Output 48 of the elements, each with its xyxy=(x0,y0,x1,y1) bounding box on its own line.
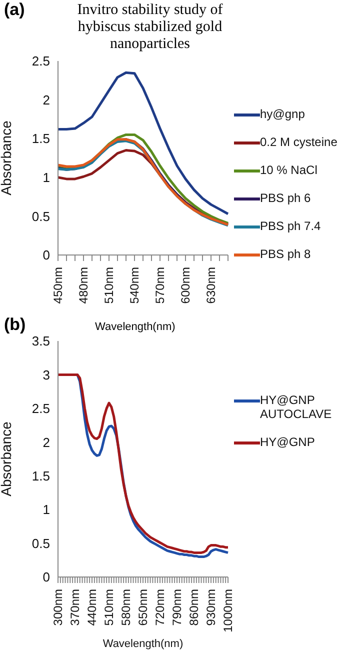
x-tick-label: 630nm xyxy=(204,267,218,304)
y-tick-label: 3.5 xyxy=(32,334,50,349)
x-tick-label: 650nm xyxy=(136,589,150,626)
x-tick-label: 440nm xyxy=(85,589,99,626)
y-tick-label: 0 xyxy=(42,248,50,263)
x-tick-label: 580nm xyxy=(119,589,133,626)
x-tick-label: 570nm xyxy=(153,267,167,304)
y-tick-label: 2 xyxy=(42,434,50,450)
x-tick-label: 930nm xyxy=(204,589,218,626)
legend-label: HY@GNP xyxy=(260,435,315,449)
chart-title: Wavelength(nm) xyxy=(95,320,176,333)
x-axis-title: Wavelength(nm) xyxy=(102,638,184,650)
x-tick-label: 860nm xyxy=(187,589,201,626)
x-tick-label: 450nm xyxy=(51,267,65,304)
y-tick-label: 2 xyxy=(42,92,50,108)
legend-label: PBS ph 7.4 xyxy=(260,219,321,233)
x-tick-label: 510nm xyxy=(102,589,116,626)
x-tick-label: 480nm xyxy=(76,267,90,304)
y-tick-label: 1 xyxy=(42,170,50,186)
y-tick-label: 0.5 xyxy=(32,208,50,224)
y-tick-label: 0 xyxy=(42,570,50,585)
y-tick-label: 2.5 xyxy=(32,54,50,69)
x-tick-label: 600nm xyxy=(178,267,192,304)
line-series xyxy=(56,71,230,216)
x-tick-label: 540nm xyxy=(128,267,142,304)
legend-label: PBS ph 6 xyxy=(260,191,311,205)
legend-label: hy@gnp xyxy=(260,107,305,121)
y-tick-label: 2.5 xyxy=(32,401,50,416)
chart-title: Invitro stability study of hybiscus stabilized gold nanoparticles xyxy=(76,1,224,53)
y-tick-label: 3 xyxy=(42,367,50,382)
y-tick-label: 1 xyxy=(42,502,50,518)
legend-label: 10 % NaCl xyxy=(260,163,318,177)
x-tick-label: 300nm xyxy=(51,589,65,626)
text: (b) xyxy=(4,315,26,335)
x-tick-label: 510nm xyxy=(102,267,116,304)
y-axis-title: Absorbance xyxy=(0,120,14,196)
legend-label: HY@GNP AUTOCLAVE xyxy=(260,393,333,421)
x-tick-label: 720nm xyxy=(153,589,167,626)
y-tick-label: 1.5 xyxy=(32,468,50,484)
legend-label: 0.2 M cysteine xyxy=(260,135,338,149)
x-tick-label: 790nm xyxy=(170,589,184,626)
y-tick-label: 1.5 xyxy=(32,131,50,146)
y-tick-label: 0.5 xyxy=(32,536,50,551)
x-tick-label: 370nm xyxy=(68,589,82,626)
legend-label: PBS ph 8 xyxy=(260,247,311,261)
x-tick-label: 1000nm xyxy=(221,589,235,632)
text: (a) xyxy=(4,0,25,20)
y-axis-title: Absorbance xyxy=(0,421,14,496)
